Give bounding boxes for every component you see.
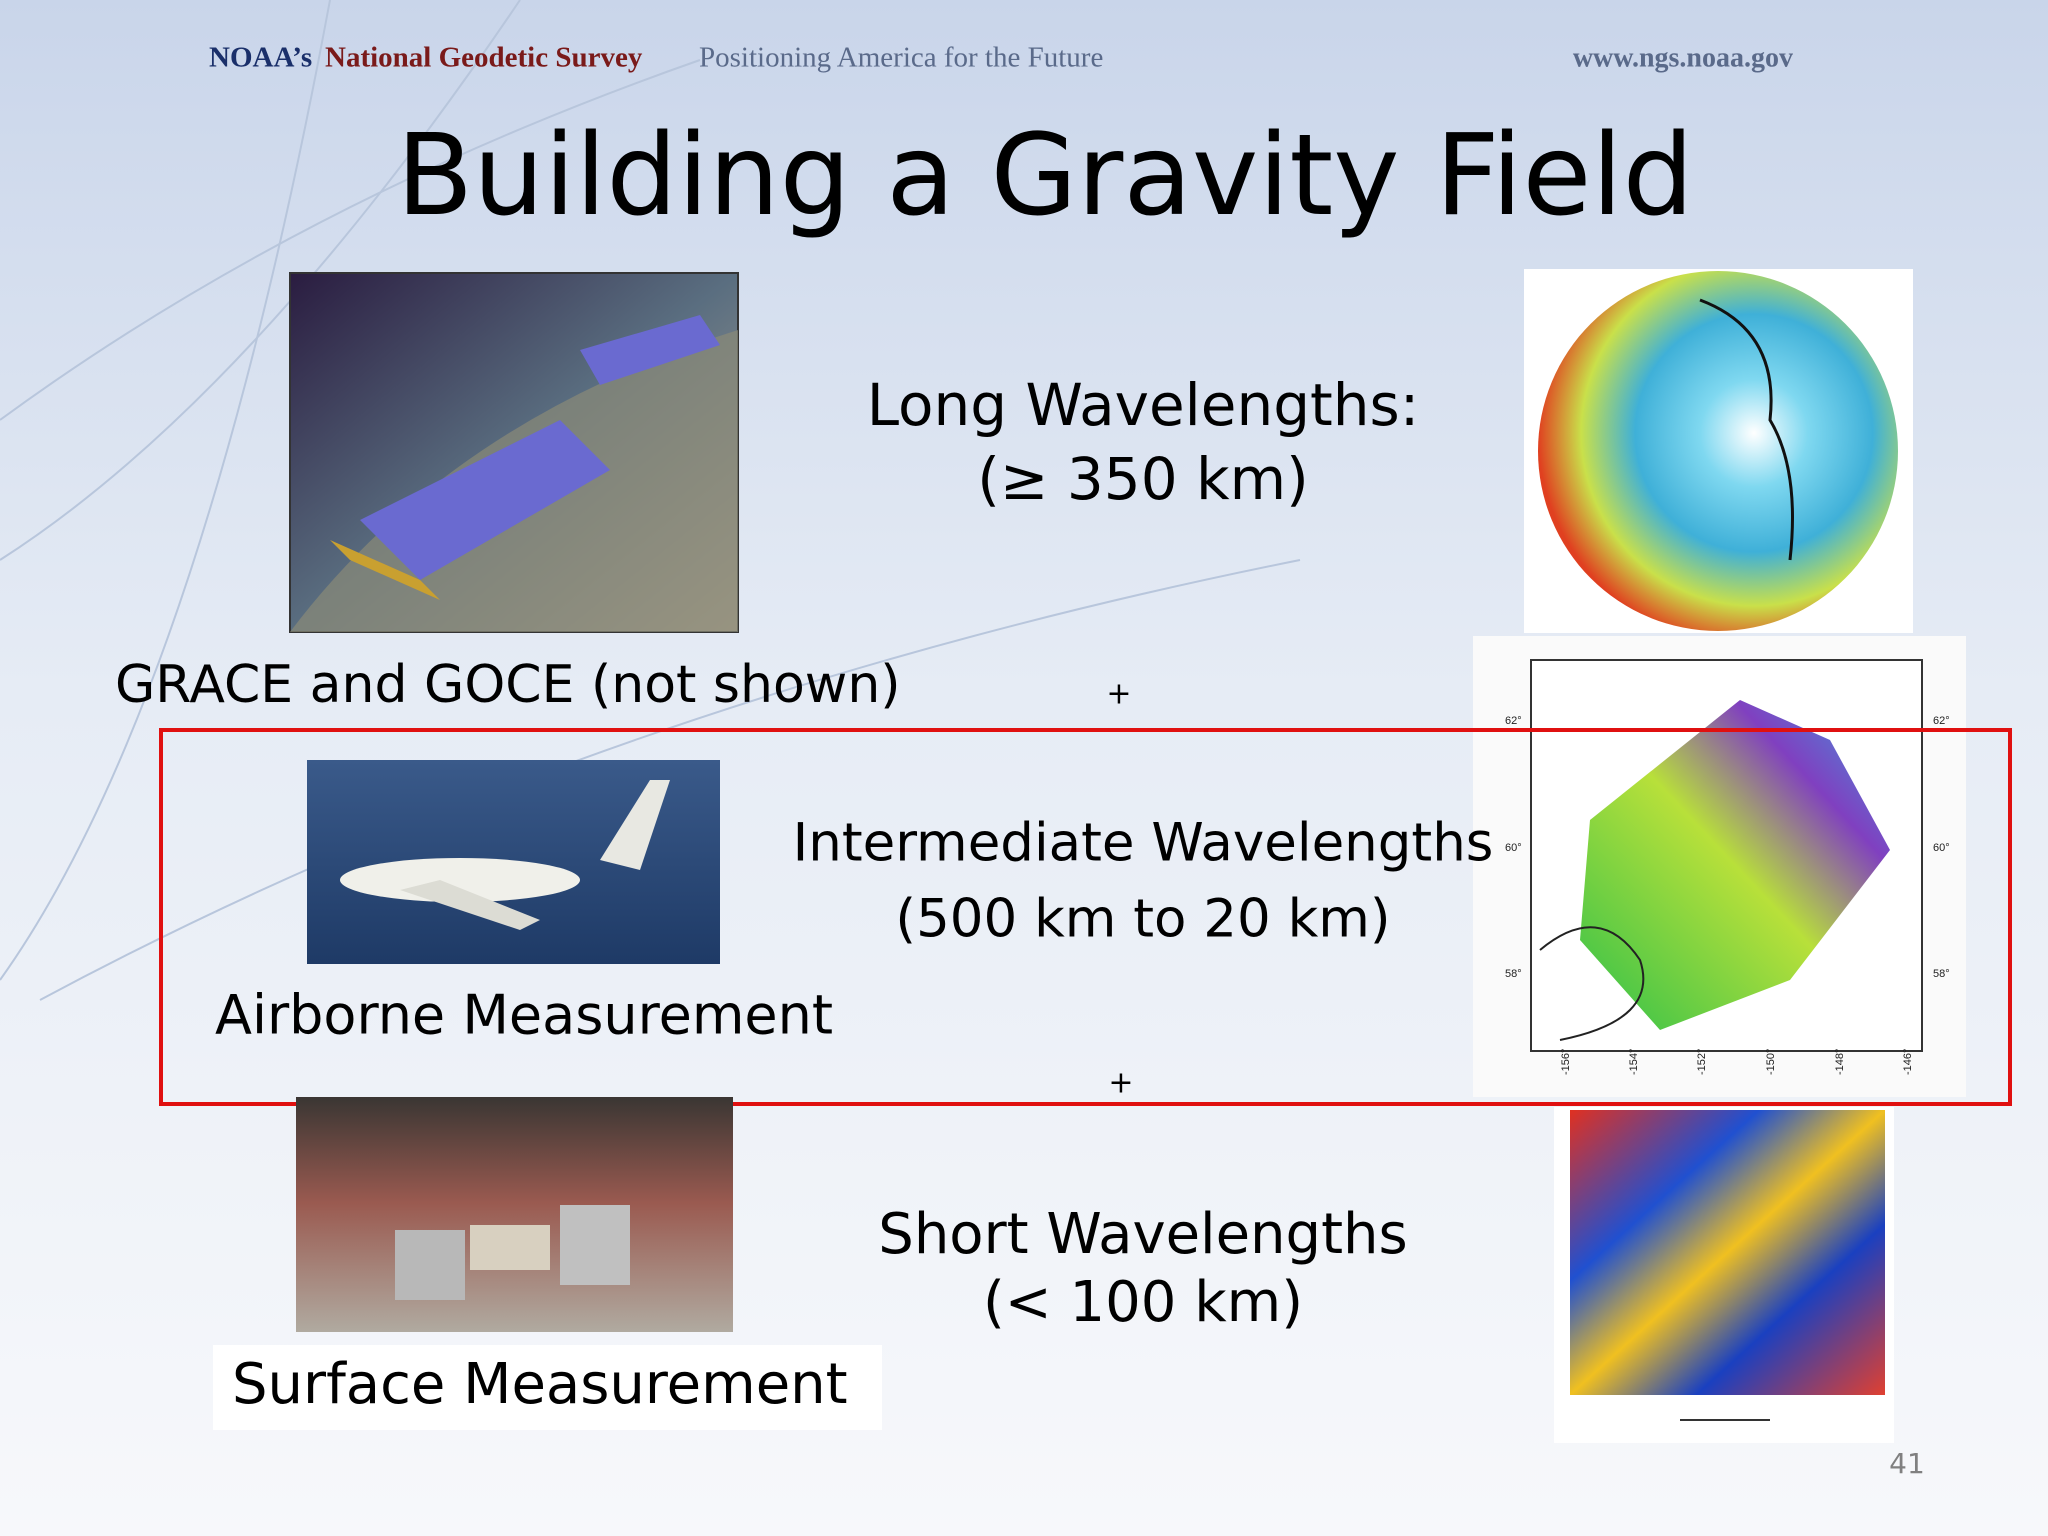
map-lon-label: -156° <box>1560 1049 1572 1075</box>
long-label: Long Wavelengths: <box>867 371 1420 439</box>
separator: + <box>1106 677 1131 712</box>
map-lat-label: 60° <box>1505 842 1522 854</box>
satellite-image <box>289 272 739 633</box>
long-range: (≥ 350 km) <box>977 445 1309 513</box>
map-lat-label: 60° <box>1933 842 1950 854</box>
airborne-map <box>1473 636 1966 1097</box>
map-lon-label: -154° <box>1628 1049 1640 1075</box>
surface-photo <box>296 1097 733 1332</box>
slide-title: Building a Gravity Field <box>396 111 1693 241</box>
short-range: (< 100 km) <box>983 1270 1303 1335</box>
map-lon-label: -148° <box>1834 1049 1846 1075</box>
long-source: GRACE and GOCE (not shown) <box>115 655 901 715</box>
map-lon-label: -146° <box>1902 1049 1914 1075</box>
intermediate-range: (500 km to 20 km) <box>895 889 1390 950</box>
header-tagline: Positioning America for the Future <box>699 42 1103 74</box>
intermediate-label: Intermediate Wavelengths <box>793 813 1494 874</box>
header-org-name: National Geodetic Survey <box>325 42 643 74</box>
short-source: Surface Measurement <box>232 1352 848 1417</box>
header-org-prefix: NOAA’s <box>209 42 312 74</box>
map-lat-label: 62° <box>1505 715 1522 727</box>
geoid-globe <box>1524 269 1913 633</box>
map-lat-label: 62° <box>1933 715 1950 727</box>
page-number: 41 <box>1889 1447 1925 1480</box>
short-label: Short Wavelengths <box>878 1202 1407 1267</box>
highlight-box <box>159 728 2012 1106</box>
label-background <box>213 1345 882 1430</box>
map-lat-label: 58° <box>1933 968 1950 980</box>
map-lon-label: -152° <box>1696 1049 1708 1075</box>
map-lat-label: 58° <box>1505 968 1522 980</box>
map-axis-labels: 62° 60° 58° 62° 60° 58° -156° -154° -152… <box>1505 715 1950 1075</box>
airplane-photo <box>307 760 720 964</box>
anomaly-map <box>1554 1107 1894 1443</box>
header-url: www.ngs.noaa.gov <box>1573 42 1793 73</box>
map-lon-label: -150° <box>1765 1049 1777 1075</box>
separator: + <box>1108 1066 1133 1101</box>
decor-arcs <box>0 0 1301 1001</box>
intermediate-source: Airborne Measurement <box>215 984 833 1047</box>
